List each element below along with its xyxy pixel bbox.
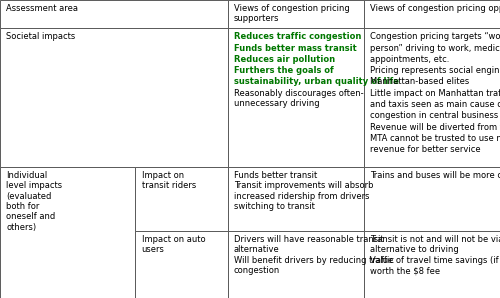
Text: Trains and buses will be more crowded: Trains and buses will be more crowded: [370, 171, 500, 180]
Text: Little impact on Manhattan traffic (trucks: Little impact on Manhattan traffic (truc…: [370, 89, 500, 98]
Text: Drivers will have reasonable transit
alternative
Will benefit drivers by reducin: Drivers will have reasonable transit alt…: [234, 235, 394, 275]
Text: Reasonably discourages often-
unnecessary driving: Reasonably discourages often- unnecessar…: [234, 89, 364, 108]
Bar: [135, 167, 228, 231]
Text: congestion in central business district): congestion in central business district): [370, 111, 500, 120]
Text: revenue for better service: revenue for better service: [370, 145, 481, 154]
Text: Views of congestion pricing opponents: Views of congestion pricing opponents: [370, 4, 500, 13]
Bar: [228, 231, 364, 298]
Bar: [364, 231, 500, 298]
Text: Societal impacts: Societal impacts: [6, 32, 76, 41]
Text: Congestion pricing targets “working: Congestion pricing targets “working: [370, 32, 500, 41]
Bar: [0, 0, 228, 28]
Bar: [228, 28, 364, 167]
Text: MTA cannot be trusted to use new: MTA cannot be trusted to use new: [370, 134, 500, 143]
Text: person” driving to work, medical: person” driving to work, medical: [370, 44, 500, 52]
Text: Reduces air pollution: Reduces air pollution: [234, 55, 335, 64]
Bar: [228, 0, 364, 28]
Text: Impact on
transit riders: Impact on transit riders: [142, 171, 196, 190]
Bar: [228, 167, 364, 231]
Text: Views of congestion pricing
supporters: Views of congestion pricing supporters: [234, 4, 350, 23]
Text: appointments, etc.: appointments, etc.: [370, 55, 450, 64]
Bar: [0, 28, 228, 167]
Text: Impact on auto
users: Impact on auto users: [142, 235, 205, 254]
Text: Individual
level impacts
(evaluated
both for
oneself and
others): Individual level impacts (evaluated both…: [6, 171, 62, 232]
Text: Reduces traffic congestion: Reduces traffic congestion: [234, 32, 362, 41]
Bar: [364, 28, 500, 167]
Text: Revenue will be diverted from the MTA: Revenue will be diverted from the MTA: [370, 123, 500, 132]
Text: Manhattan-based elites: Manhattan-based elites: [370, 77, 470, 86]
Bar: [364, 0, 500, 28]
Text: and taxis seen as main cause of: and taxis seen as main cause of: [370, 100, 500, 109]
Text: Assessment area: Assessment area: [6, 4, 78, 13]
Text: Pricing represents social engineering by: Pricing represents social engineering by: [370, 66, 500, 75]
Bar: [364, 167, 500, 231]
Text: Funds better transit
Transit improvements will absorb
increased ridership from d: Funds better transit Transit improvement…: [234, 171, 374, 211]
Bar: [135, 231, 228, 298]
Text: Funds better mass transit: Funds better mass transit: [234, 44, 357, 52]
Text: Furthers the goals of
sustainability, urban quality of life: Furthers the goals of sustainability, ur…: [234, 66, 399, 86]
Bar: [0, 167, 135, 298]
Text: Transit is not and will not be viable
alternative to driving
Value of travel tim: Transit is not and will not be viable al…: [370, 235, 500, 275]
